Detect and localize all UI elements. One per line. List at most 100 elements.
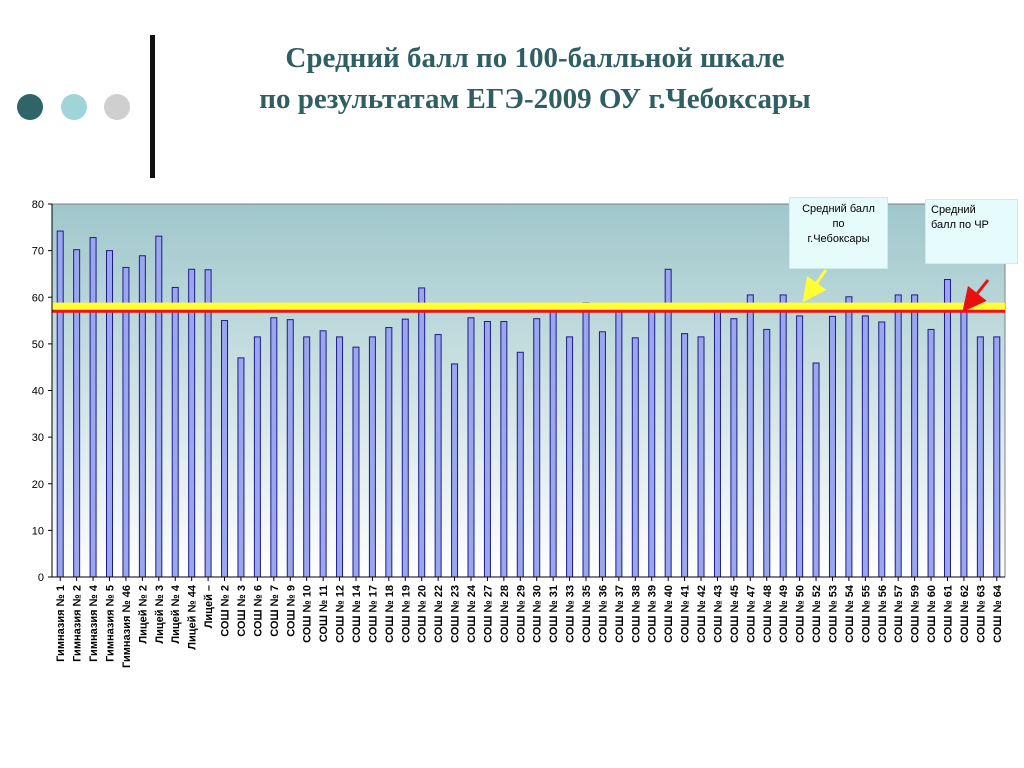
x-tick-label: СОШ № 23 [450,585,462,643]
x-tick-label: СОШ № 38 [630,585,642,643]
bar [467,317,475,578]
bar [582,302,590,578]
page-title: Средний балл по 100-балльной шкале по ре… [175,38,895,120]
bar [993,336,1001,578]
bar [894,294,902,578]
bar [368,336,376,578]
bar [451,363,459,578]
y-tick-label: 10 [32,525,44,537]
x-tick-label: СОШ № 6 [252,585,264,637]
x-tick-label: СОШ № 19 [400,585,412,643]
x-tick-label: СОШ № 60 [926,585,938,643]
title-line-1: Средний балл по 100-балльной шкале [285,42,785,74]
callout-city-line-2: по [832,218,845,230]
bar [336,336,344,578]
callout-city-line-1: Средний балл [802,203,875,215]
bar [155,235,163,578]
x-tick-label: Гимназия № 5 [105,585,117,662]
decor-dot-gray [104,94,130,120]
x-tick-label: Гимназия № 46 [121,585,133,668]
y-tick-label: 30 [32,432,44,444]
x-tick-label: СОШ № 33 [565,585,577,643]
bar [697,336,705,578]
title-line-2: по результатам ЕГЭ-2009 ОУ г.Чебоксары [259,83,811,115]
bar [188,268,196,578]
bar [286,319,294,578]
bar [401,318,409,578]
bar [89,237,97,578]
x-tick-label: СОШ № 29 [515,585,527,643]
bar [845,296,853,578]
bar [976,336,984,578]
bar [385,327,393,578]
bar [664,268,672,578]
bar [483,320,491,578]
x-tick-label: СОШ № 12 [335,585,347,643]
decor-vertical-bar [150,35,155,178]
bar [681,333,689,578]
x-tick-label: СОШ № 57 [893,585,905,643]
x-tick-label: Гимназия № 1 [55,585,67,662]
x-tick-label: СОШ № 3 [236,585,248,637]
y-tick-label: 80 [32,199,44,211]
bar [303,336,311,578]
callout-republic-average: Средний балл по ЧР [925,199,1018,264]
bar [237,357,245,578]
callout-city-line-3: г.Чебоксары [807,233,870,245]
x-tick-label: СОШ № 22 [433,585,445,643]
bar [943,279,951,578]
x-tick-label: Лицей № 4 [170,584,182,643]
x-tick-label: СОШ № 47 [745,585,757,643]
bar [828,315,836,578]
bar [878,321,886,578]
x-tick-label: СОШ № 56 [877,585,889,643]
callout-republic-line-1: Средний [931,204,976,216]
x-tick-label: СОШ № 45 [729,585,741,643]
callout-city-average: Средний балл по г.Чебоксары [789,197,888,269]
bar [648,310,656,578]
x-tick-label: СОШ № 35 [581,585,593,643]
x-tick-label: СОШ № 48 [762,585,774,643]
x-tick-label: СОШ № 52 [811,585,823,643]
bar [730,318,738,578]
x-tick-label: СОШ № 30 [532,585,544,643]
bar [122,266,130,578]
bar [598,331,606,578]
bar [960,310,968,578]
callout-republic-line-2: балл по ЧР [931,219,989,231]
x-tick-label: СОШ № 28 [499,585,511,643]
x-tick-label: Лицей № 3 [154,585,166,644]
y-tick-label: 20 [32,479,44,491]
x-tick-label: СОШ № 43 [712,585,724,643]
bar [713,308,721,578]
x-tick-label: Лицей № 44 [187,584,199,650]
bar [746,294,754,578]
x-tick-label: СОШ № 24 [466,584,478,643]
x-tick-label: СОШ № 64 [992,584,1004,643]
bar [418,287,426,578]
bar [434,334,442,578]
y-tick-label: 50 [32,339,44,351]
x-tick-label: СОШ № 11 [318,585,330,642]
bar [106,250,114,578]
x-tick-label: СОШ № 27 [482,585,494,643]
x-tick-label: СОШ № 49 [778,585,790,643]
bar [352,346,360,578]
y-tick-label: 60 [32,292,44,304]
x-tick-label: СОШ № 59 [910,585,922,643]
x-tick-label: СОШ № 55 [860,585,872,643]
x-tick-label: СОШ № 14 [351,584,363,643]
x-tick-label: СОШ № 17 [367,585,379,643]
bar [763,328,771,578]
bar [615,311,623,578]
bar [73,249,81,578]
x-tick-label: СОШ № 31 [548,585,560,643]
x-tick-label: СОШ № 37 [614,585,626,643]
bar [500,320,508,578]
bar [911,294,919,578]
x-tick-label: Лицей – [203,585,215,628]
x-tick-label: СОШ № 41 [680,585,692,643]
bar [796,315,804,578]
x-tick-label: СОШ № 10 [302,585,314,643]
bar [171,286,179,578]
